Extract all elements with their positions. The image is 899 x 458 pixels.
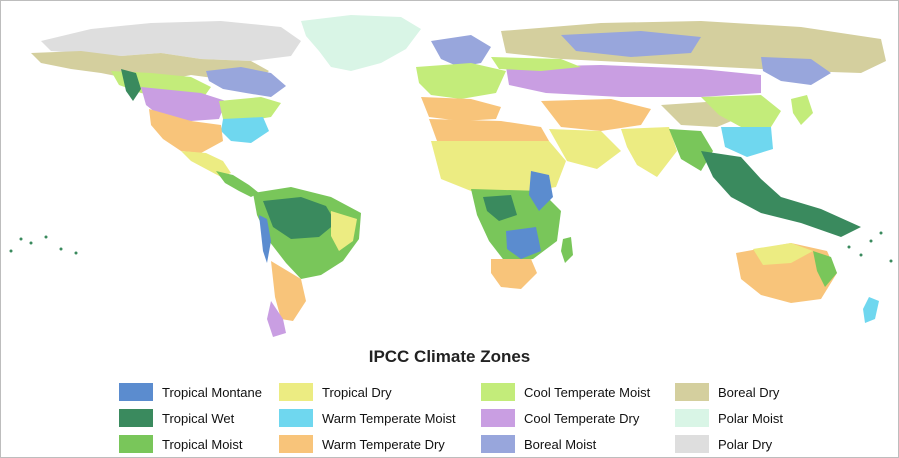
legend-label: Tropical Wet bbox=[162, 410, 235, 426]
legend-label: Warm Temperate Moist bbox=[322, 410, 456, 426]
legend-swatch bbox=[481, 435, 515, 453]
legend-swatch bbox=[119, 383, 153, 401]
amazon-tropical-wet bbox=[263, 197, 336, 239]
legend-swatch bbox=[675, 435, 709, 453]
legend-item-cool-temperate-dry: Cool Temperate Dry bbox=[481, 408, 639, 428]
east-africa-tropical-montane-south bbox=[506, 227, 541, 259]
south-america bbox=[253, 187, 361, 337]
legend-swatch bbox=[675, 409, 709, 427]
legend-item-boreal-dry: Boreal Dry bbox=[675, 382, 779, 402]
asia bbox=[491, 21, 886, 237]
madagascar bbox=[561, 237, 573, 263]
legend-label: Polar Moist bbox=[718, 410, 784, 426]
india-tropical-dry bbox=[621, 127, 677, 177]
legend-swatch bbox=[481, 383, 515, 401]
east-us-cool-moist bbox=[219, 97, 281, 121]
legend-swatch bbox=[279, 409, 313, 427]
arabia-tropical-dry bbox=[549, 129, 621, 169]
legend-swatch bbox=[675, 383, 709, 401]
legend-label: Cool Temperate Dry bbox=[524, 410, 640, 426]
legend-item-cool-temperate-moist: Cool Temperate Moist bbox=[481, 382, 650, 402]
world-climate-map bbox=[9, 15, 893, 337]
southeast-asia-tropical-wet bbox=[701, 151, 861, 237]
central-asia-cool-moist bbox=[491, 57, 581, 71]
greenland-polar-moist bbox=[301, 15, 421, 71]
china-cool-moist bbox=[701, 95, 781, 127]
legend-label: Boreal Moist bbox=[524, 436, 597, 452]
legend-swatch bbox=[119, 409, 153, 427]
legend-swatch bbox=[279, 383, 313, 401]
central-asia-cool-dry bbox=[506, 65, 761, 97]
legend-item-tropical-montane: Tropical Montane bbox=[119, 382, 262, 402]
north-africa-warm-dry bbox=[429, 119, 549, 147]
legend-label: Tropical Dry bbox=[322, 384, 392, 400]
legend-swatch bbox=[481, 409, 515, 427]
legend-swatch bbox=[279, 435, 313, 453]
central-america-tropical-moist bbox=[216, 171, 259, 197]
legend-item-tropical-wet: Tropical Wet bbox=[119, 408, 234, 428]
south-asia-tropical-moist bbox=[669, 129, 713, 171]
us-cool-temperate-dry bbox=[141, 87, 226, 121]
europe bbox=[416, 35, 506, 121]
canadian-arctic-polar-dry bbox=[41, 21, 301, 61]
mexico-tropical-dry bbox=[181, 151, 231, 177]
southeast-us-warm-moist bbox=[221, 117, 269, 143]
australia-east-moist bbox=[813, 251, 837, 287]
australia-tropical-dry bbox=[753, 243, 813, 265]
patagonia-cool-dry bbox=[267, 301, 286, 337]
new-zealand bbox=[863, 297, 879, 323]
legend-item-tropical-moist: Tropical Moist bbox=[119, 434, 242, 454]
legend-label: Boreal Dry bbox=[718, 384, 780, 400]
legend-item-polar-moist: Polar Moist bbox=[675, 408, 783, 428]
southwest-warm-dry bbox=[149, 109, 223, 153]
oceania bbox=[736, 243, 879, 323]
map-title: IPCC Climate Zones bbox=[368, 347, 531, 366]
brazil-tropical-dry bbox=[331, 211, 357, 251]
legend-item-tropical-dry: Tropical Dry bbox=[279, 382, 392, 402]
andes-tropical-montane bbox=[259, 215, 271, 263]
west-coast-green bbox=[121, 69, 141, 101]
japan-cool-moist bbox=[791, 95, 813, 125]
legend-label: Tropical Montane bbox=[162, 384, 262, 400]
europe-cool-moist bbox=[416, 63, 506, 99]
legend-item-boreal-moist: Boreal Moist bbox=[481, 434, 596, 454]
legend: Tropical Montane Tropical Wet Tropical M… bbox=[119, 382, 819, 454]
east-africa-tropical-montane bbox=[529, 171, 553, 211]
legend-label: Cool Temperate Moist bbox=[524, 384, 651, 400]
legend-swatch bbox=[119, 435, 153, 453]
southern-africa-warm-dry bbox=[491, 259, 537, 289]
africa bbox=[429, 119, 573, 289]
south-america-warm-dry bbox=[271, 261, 306, 321]
south-china-warm-moist bbox=[721, 127, 773, 157]
pacific-islands bbox=[9, 231, 893, 263]
north-america bbox=[31, 15, 421, 197]
legend-item-warm-temperate-moist: Warm Temperate Moist bbox=[279, 408, 456, 428]
legend-item-polar-dry: Polar Dry bbox=[675, 434, 772, 454]
legend-item-warm-temperate-dry: Warm Temperate Dry bbox=[279, 434, 445, 454]
russia-boreal-moist bbox=[561, 31, 701, 57]
mediterranean-warm-dry bbox=[421, 97, 501, 121]
legend-label: Tropical Moist bbox=[162, 436, 243, 452]
legend-label: Polar Dry bbox=[718, 436, 773, 452]
congo-tropical-wet bbox=[483, 195, 517, 221]
legend-label: Warm Temperate Dry bbox=[322, 436, 445, 452]
east-asia-boreal-moist bbox=[761, 57, 831, 85]
canada-boreal-moist bbox=[206, 67, 286, 97]
scandinavia-boreal bbox=[431, 35, 491, 67]
middle-east-warm-dry bbox=[541, 99, 651, 131]
